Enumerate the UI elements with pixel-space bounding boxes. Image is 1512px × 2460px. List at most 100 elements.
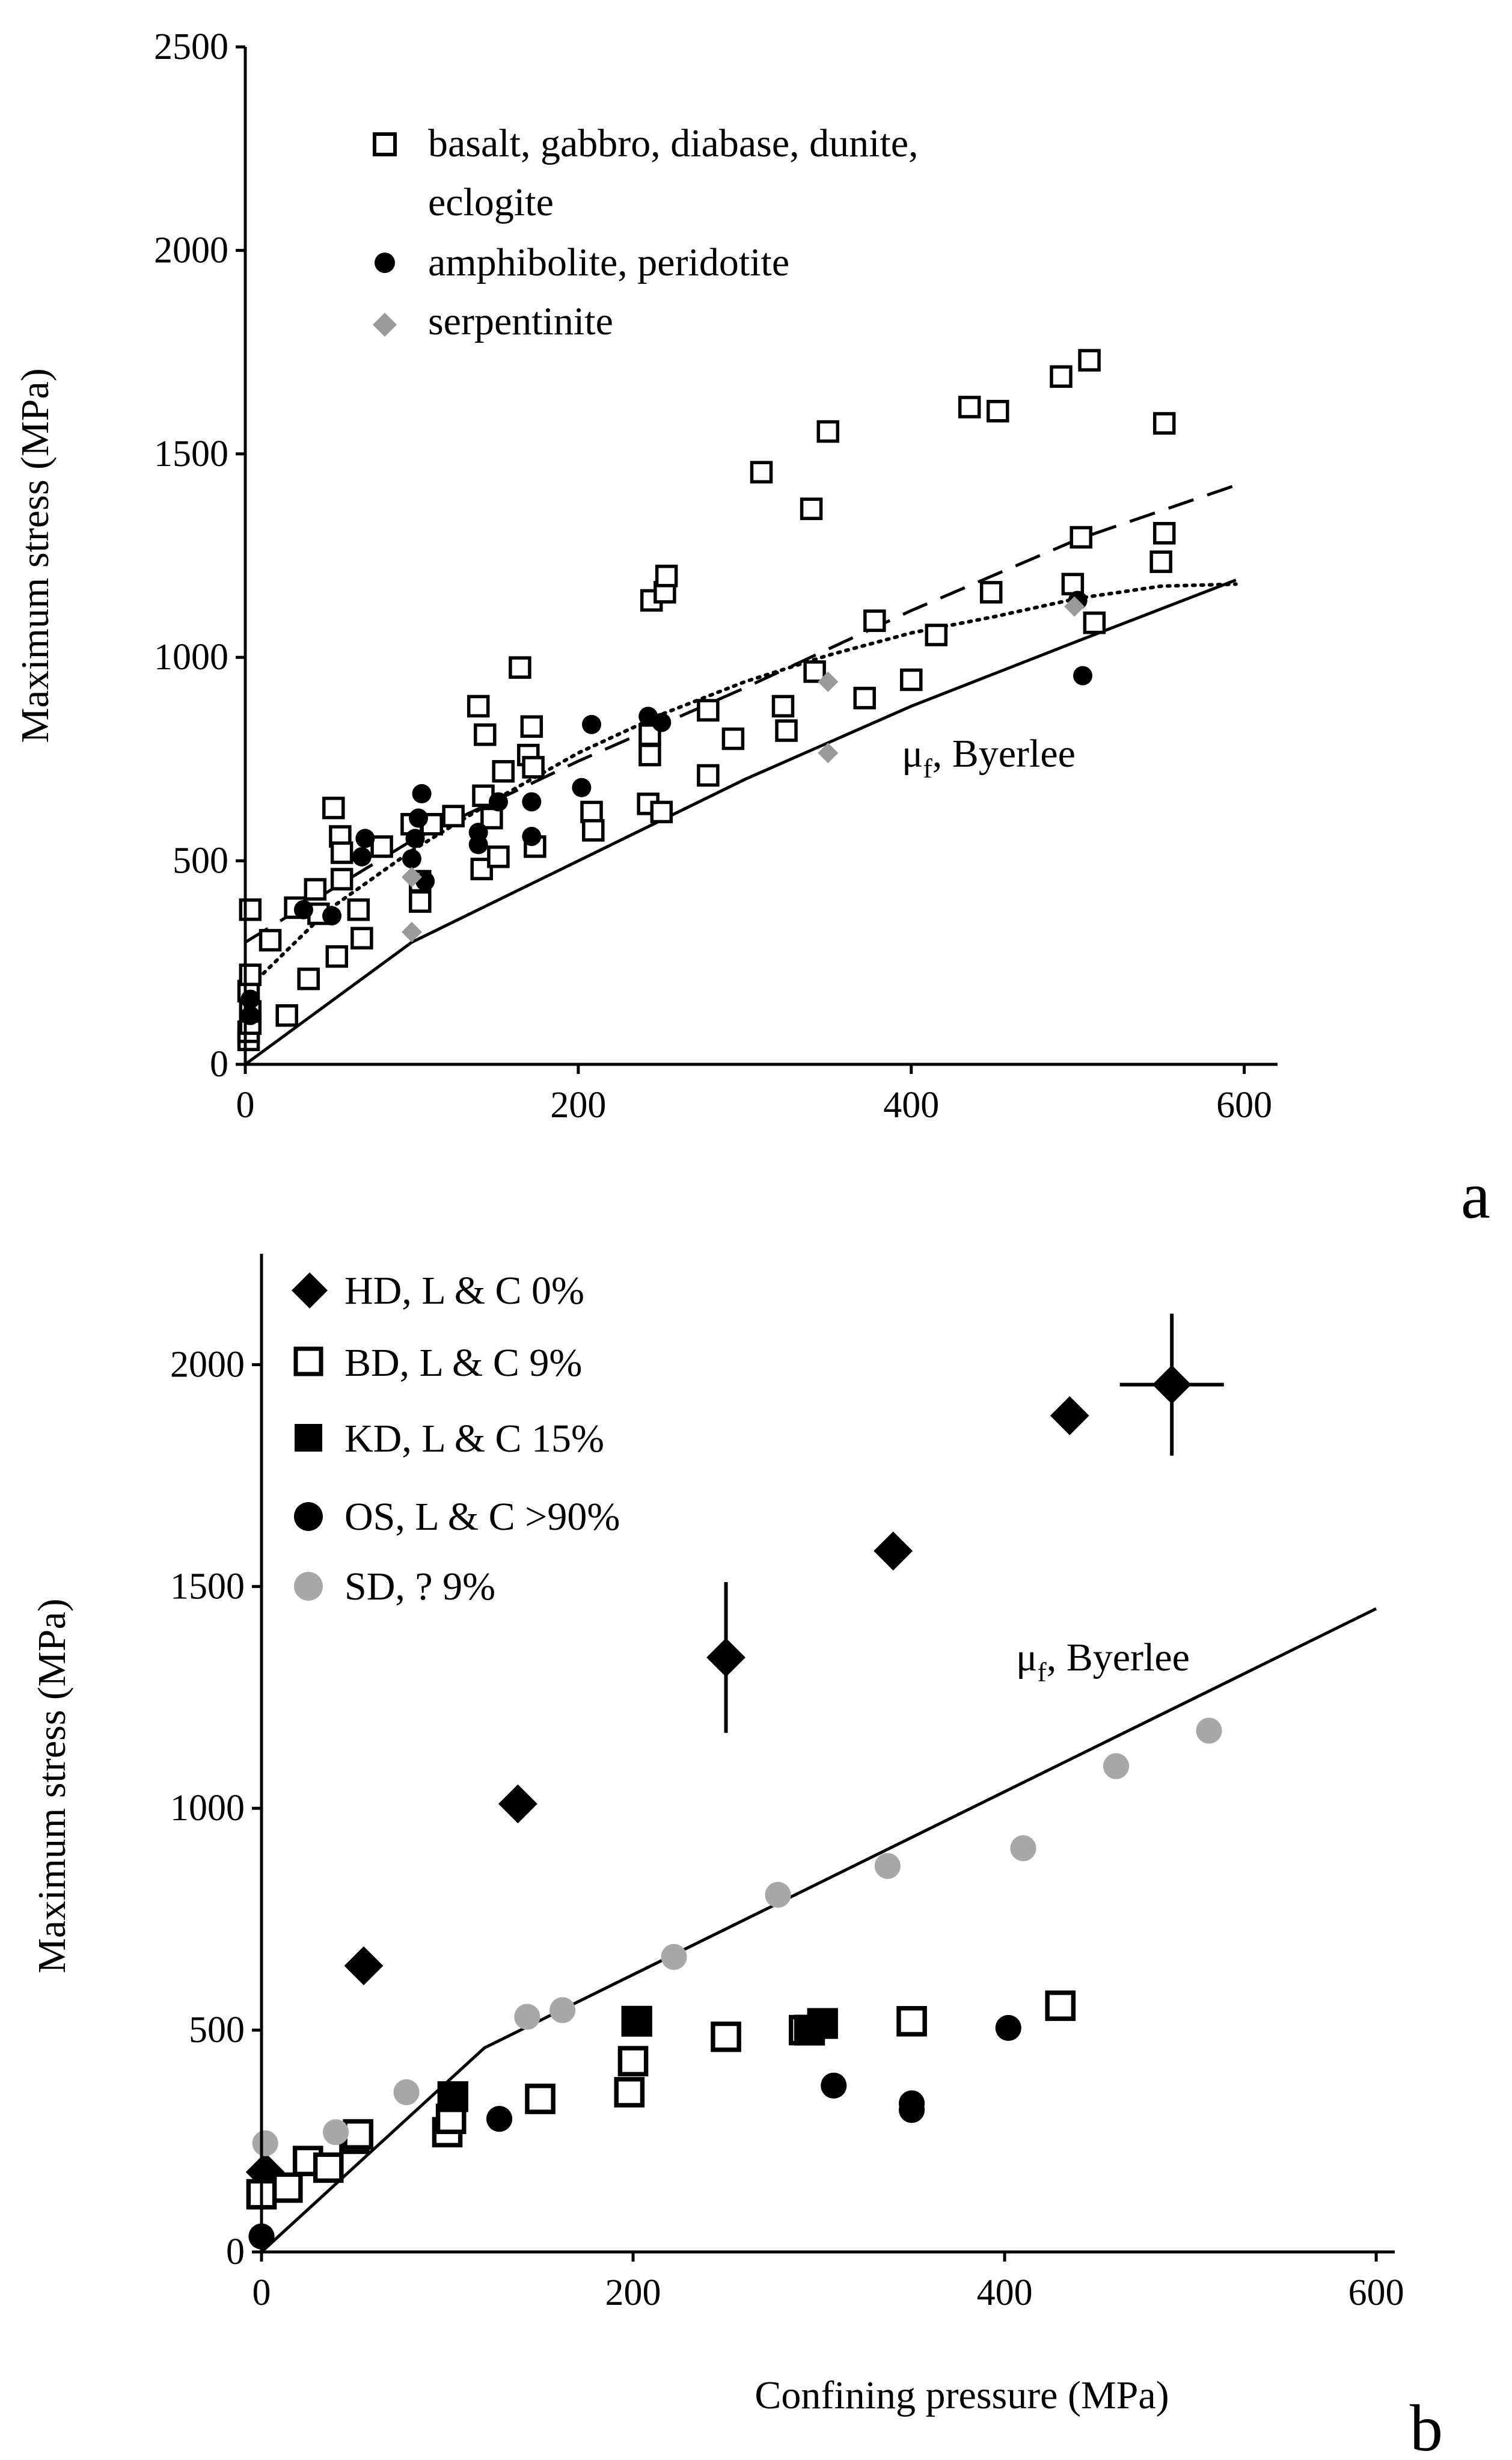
data-point-amphibolite (572, 778, 592, 797)
panel-b-y-axis-title: Maximum stress (MPa) (30, 1598, 74, 1973)
legend-filled-diamond-icon (292, 1272, 328, 1308)
x-tick-label: 0 (253, 2272, 271, 2313)
data-point-basalt (480, 806, 503, 830)
data-point-basalt (775, 719, 798, 742)
y-tick-label: 2500 (154, 26, 228, 67)
data-point-kd (807, 2008, 838, 2039)
data-point-basalt (467, 695, 490, 718)
x-tick-label: 0 (236, 1085, 255, 1126)
panel-b-legend-label-1: BD, L & C 9% (344, 1341, 582, 1385)
data-point-basalt (580, 800, 603, 824)
data-point-basalt (1152, 522, 1176, 545)
panel-b-x-axis-title: Confining pressure (MPa) (754, 2373, 1169, 2417)
data-point-kd (621, 2005, 652, 2037)
data-point-basalt (409, 890, 432, 913)
data-point-bd (711, 2021, 741, 2052)
data-point-basalt (509, 656, 531, 679)
data-point-amphibolite (405, 829, 425, 848)
panel-a-byerlee-label: μf, Byerlee (902, 732, 1076, 784)
data-point-basalt (1050, 365, 1073, 388)
data-point-amphibolite (293, 900, 313, 919)
data-point-basalt (986, 399, 1009, 423)
panel-b-legend: HD, L & C 0% BD, L & C 9% KD, L & C 15% … (292, 1269, 620, 1609)
y-tick-label: 500 (173, 841, 228, 882)
panel-a-legend-label-2: serpentinite (428, 299, 613, 343)
data-point-hd (344, 1946, 384, 1986)
legend-grey-diamond-icon (373, 313, 397, 337)
x-tick-label: 200 (550, 1085, 606, 1126)
data-point-amphibolite (468, 835, 488, 854)
data-point-basalt (239, 898, 262, 921)
data-point-basalt (697, 764, 720, 787)
data-point-basalt (899, 668, 923, 692)
data-point-hd (245, 2152, 285, 2192)
data-point-bd (614, 2077, 645, 2108)
data-point-amphibolite (240, 989, 260, 1009)
data-point-basalt (330, 841, 354, 864)
data-point-os (486, 2106, 513, 2132)
data-point-serpentinite (401, 867, 422, 888)
data-point-sd (874, 1853, 901, 1879)
data-point-sd (549, 1997, 576, 2023)
panel-a-legend-label-0: basalt, gabbro, diabase, dunite, (428, 121, 919, 165)
data-point-amphibolite (582, 714, 602, 734)
panel-b-axes: 0 500 1000 1500 2000 0 200 400 600 (170, 1254, 1404, 2313)
data-point-basalt (1070, 526, 1092, 549)
panel-a-legend-label-0-line2: eclogite (428, 180, 554, 224)
panel-b-label: b (1410, 2391, 1443, 2460)
data-point-hd (874, 1531, 913, 1571)
data-point-sd (765, 1882, 791, 1908)
data-point-basalt (638, 743, 661, 767)
data-point-basalt (370, 835, 393, 858)
y-tick-label: 2000 (170, 1344, 245, 1385)
data-point-basalt (958, 396, 981, 419)
panel-a-y-axis-title: Maximum stress (MPa) (13, 368, 57, 743)
data-point-hd (1152, 1365, 1192, 1405)
panel-a-legend-label-1: amphibolite, peridotite (428, 241, 789, 284)
data-point-bd (896, 2006, 927, 2037)
y-tick-label: 1000 (154, 637, 228, 678)
data-point-sd (661, 1943, 687, 1970)
data-point-bd (1045, 1990, 1076, 2021)
data-point-basalt (1152, 412, 1176, 435)
data-point-os (898, 2090, 925, 2117)
data-point-amphibolite (652, 713, 672, 732)
data-point-basalt (800, 497, 823, 520)
data-point-sd (1010, 1835, 1036, 1862)
data-point-basalt (330, 868, 354, 891)
x-tick-label: 600 (1216, 1085, 1272, 1126)
y-tick-label: 500 (189, 2010, 245, 2051)
panel-b-legend-label-3: OS, L & C >90% (344, 1495, 620, 1539)
y-tick-label: 0 (226, 2231, 245, 2272)
data-point-basalt (1149, 550, 1172, 573)
data-point-serpentinite (818, 671, 839, 692)
panel-a-legend: basalt, gabbro, diabase, dunite, eclogit… (373, 121, 919, 343)
panel-b-legend-label-2: KD, L & C 15% (344, 1417, 604, 1461)
data-point-basalt (304, 878, 327, 901)
data-point-sd (393, 2079, 420, 2105)
data-point-basalt (721, 727, 745, 750)
x-tick-label: 400 (883, 1085, 939, 1126)
legend-filled-circle-icon (375, 253, 395, 273)
data-point-basalt (442, 805, 465, 827)
data-point-basalt (771, 695, 795, 718)
data-point-basalt (322, 796, 345, 820)
data-point-basalt (297, 968, 320, 990)
data-point-bd (272, 2172, 303, 2203)
data-point-basalt (474, 723, 497, 746)
data-point-basalt (863, 609, 886, 633)
data-point-hd (1050, 1396, 1089, 1435)
data-point-basalt (239, 963, 262, 986)
line-byerlee (260, 1607, 1377, 2253)
data-point-hd (498, 1784, 537, 1824)
data-point-basalt (1061, 572, 1085, 596)
data-point-basalt (350, 927, 373, 949)
legend-open-square-icon (373, 132, 397, 156)
x-tick-label: 200 (605, 2272, 661, 2313)
y-tick-label: 1000 (170, 1788, 245, 1829)
panel-b-lines (260, 1607, 1377, 2253)
data-point-basalt (492, 759, 515, 783)
data-point-basalt (750, 461, 773, 484)
data-point-basalt (582, 819, 605, 842)
